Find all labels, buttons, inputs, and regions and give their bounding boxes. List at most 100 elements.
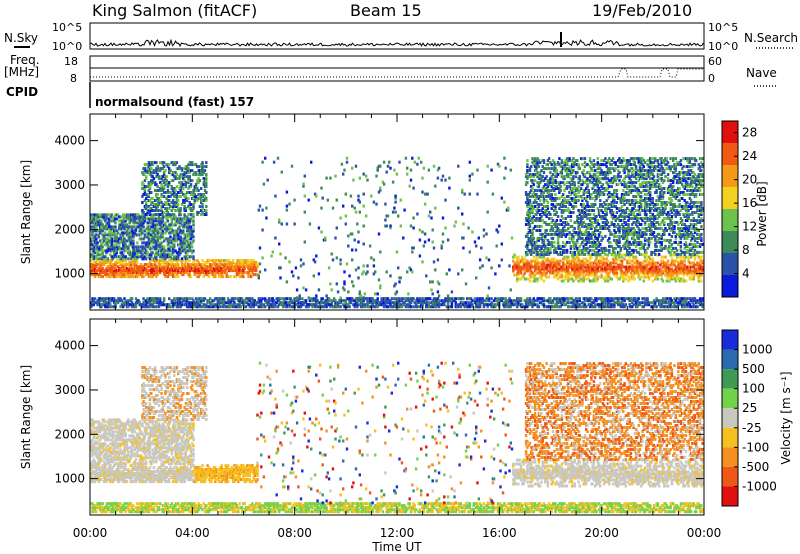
- data-cell: [105, 239, 108, 243]
- data-cell: [170, 179, 173, 183]
- data-cell: [533, 244, 537, 248]
- data-cell: [356, 222, 359, 226]
- data-cell: [152, 235, 156, 239]
- data-cell: [91, 263, 94, 267]
- data-cell: [97, 269, 101, 273]
- data-cell: [134, 303, 138, 307]
- data-cell: [159, 187, 162, 190]
- data-cell: [200, 165, 203, 169]
- data-cell: [179, 305, 182, 309]
- data-cell: [189, 183, 193, 187]
- data-cell: [132, 305, 135, 309]
- data-cell: [357, 297, 360, 301]
- data-cell: [229, 267, 232, 271]
- data-cell: [638, 275, 642, 279]
- data-cell: [189, 243, 193, 247]
- data-cell: [182, 271, 185, 275]
- data-cell: [93, 271, 97, 275]
- data-cell: [119, 267, 122, 271]
- data-cell: [159, 161, 162, 165]
- data-cell: [503, 305, 506, 309]
- data-cell: [185, 199, 189, 202]
- data-cell: [412, 216, 415, 220]
- data-cell: [109, 261, 112, 265]
- data-cell: [560, 299, 564, 303]
- data-cell: [170, 257, 173, 261]
- data-cell: [200, 163, 203, 167]
- data-cell: [425, 299, 428, 303]
- data-cell: [182, 249, 185, 253]
- data-cell: [164, 223, 167, 227]
- data-cell: [247, 261, 250, 265]
- data-cell: [409, 297, 413, 301]
- data-cell: [609, 267, 612, 271]
- data-cell: [170, 221, 173, 225]
- data-cell: [152, 229, 156, 233]
- data-cell: [173, 237, 176, 241]
- data-cell: [527, 193, 530, 196]
- data-cell: [610, 299, 613, 303]
- data-cell: [649, 267, 652, 271]
- data-cell: [215, 259, 218, 263]
- data-cell: [643, 267, 647, 271]
- data-cell: [201, 205, 204, 208]
- data-cell: [139, 273, 143, 277]
- data-cell: [620, 253, 624, 257]
- data-cell: [443, 303, 446, 307]
- data-cell: [618, 297, 621, 301]
- data-cell: [532, 246, 535, 250]
- data-cell: [174, 177, 177, 181]
- data-cell: [146, 297, 149, 301]
- data-cell: [283, 299, 286, 303]
- data-cell: [297, 276, 300, 280]
- data-cell: [169, 169, 172, 173]
- data-cell: [150, 175, 153, 179]
- data-cell: [168, 181, 171, 185]
- data-cell: [129, 275, 133, 279]
- data-cell: [194, 183, 198, 187]
- data-cell: [449, 305, 452, 309]
- data-cell: [122, 271, 125, 275]
- data-cell: [202, 199, 205, 202]
- data-cell: [221, 263, 225, 267]
- data-cell: [146, 241, 149, 245]
- data-cell: [183, 173, 186, 177]
- data-cell: [113, 305, 116, 309]
- data-cell: [151, 265, 154, 269]
- data-cell: [113, 215, 116, 219]
- data-cell: [177, 269, 180, 273]
- data-cell: [475, 276, 478, 280]
- data-cell: [398, 297, 401, 301]
- data-cell: [128, 233, 131, 237]
- data-cell: [391, 305, 395, 309]
- data-cell: [180, 231, 184, 235]
- data-cell: [207, 275, 211, 279]
- data-cell: [192, 219, 195, 223]
- data-cell: [95, 269, 98, 273]
- data-cell: [536, 277, 539, 281]
- data-cell: [151, 299, 154, 303]
- data-cell: [527, 303, 530, 307]
- data-cell: [156, 197, 159, 200]
- data-cell: [290, 299, 294, 303]
- data-cell: [210, 303, 213, 307]
- data-cell: [155, 171, 158, 175]
- data-cell: [151, 297, 154, 301]
- data-cell: [620, 269, 624, 273]
- data-cell: [146, 171, 149, 175]
- data-cell: [363, 292, 367, 296]
- data-cell: [409, 168, 413, 172]
- data-cell: [214, 275, 217, 279]
- data-cell: [102, 225, 106, 229]
- data-cell: [177, 253, 180, 257]
- data-cell: [545, 275, 548, 279]
- data-cell: [527, 240, 530, 244]
- data-cell: [166, 275, 170, 279]
- data-cell: [559, 259, 562, 263]
- data-cell: [124, 217, 127, 221]
- data-cell: [138, 229, 141, 233]
- data-cell: [271, 305, 274, 309]
- data-cell: [148, 185, 152, 189]
- data-cell: [179, 207, 182, 210]
- data-cell: [134, 213, 138, 217]
